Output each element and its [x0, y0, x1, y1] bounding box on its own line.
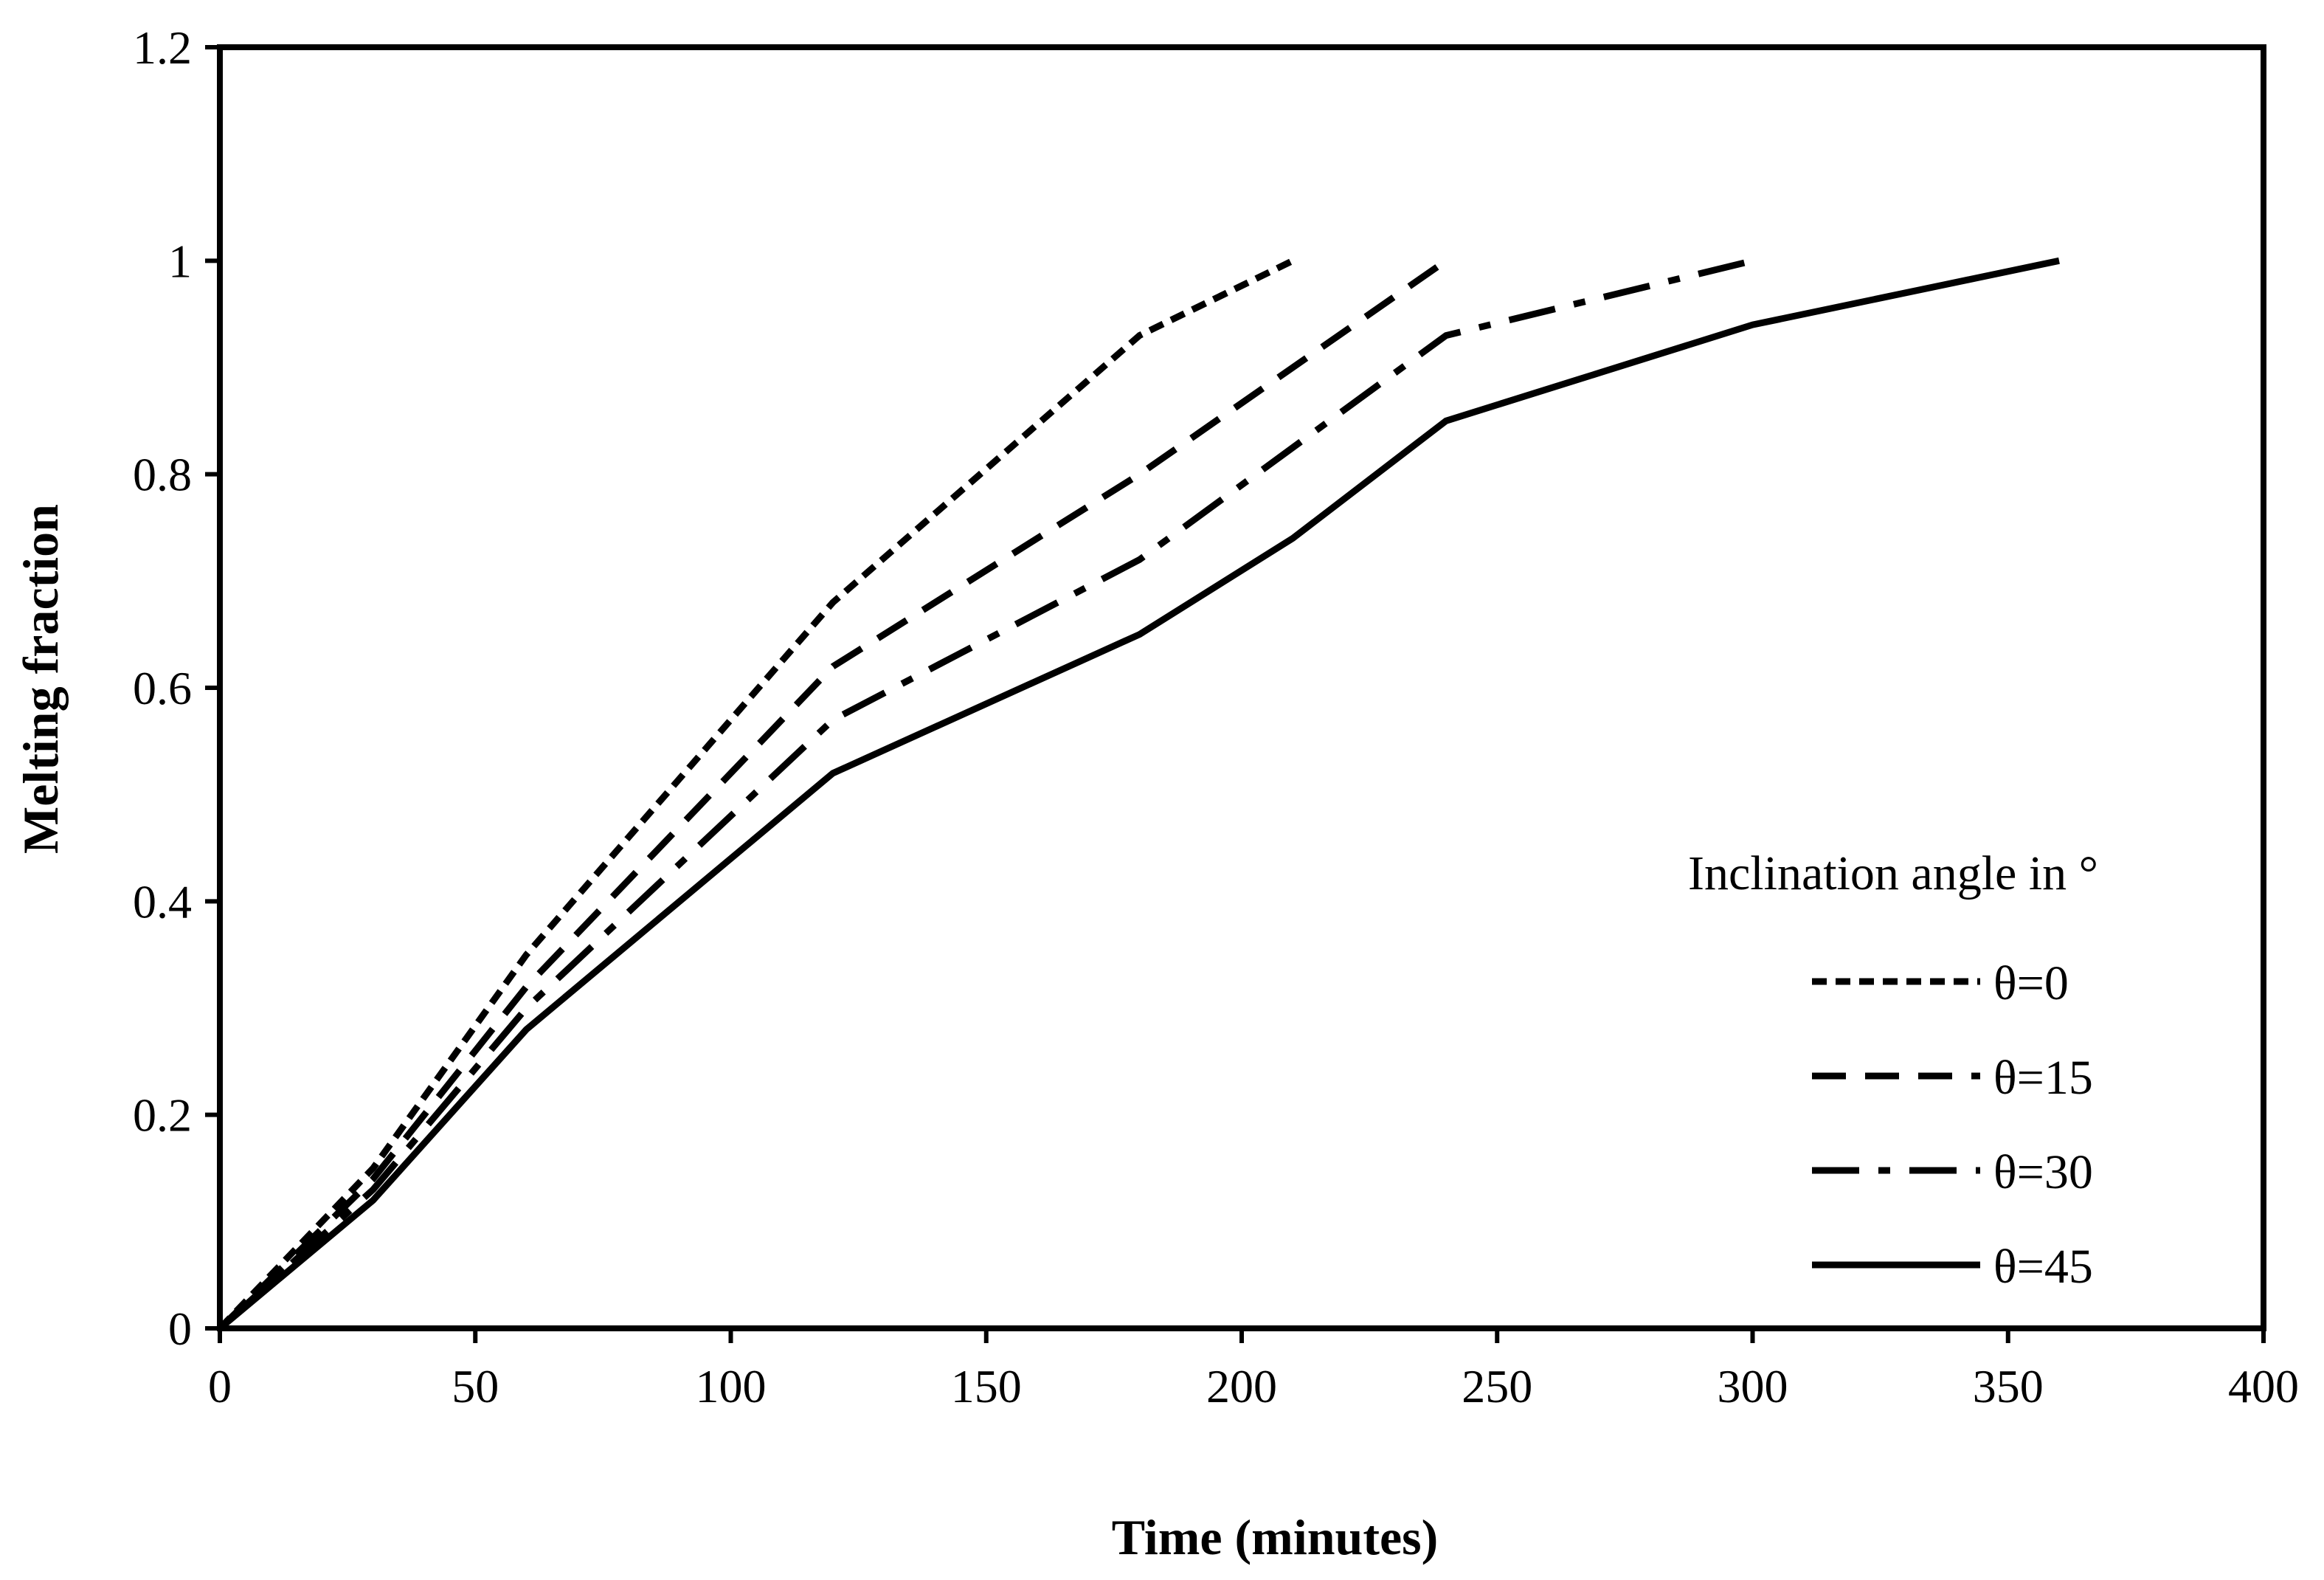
x-axis-title: Time (minutes)	[1112, 1509, 1439, 1565]
series-lines	[217, 257, 2060, 1331]
x-tick-labels: 0 50 100 150 200 250 300 350 400	[208, 1360, 2299, 1412]
legend: Inclination angle in ° θ=0 θ=15 θ=30 θ=45	[1688, 846, 2098, 1294]
series-line-1	[217, 258, 1448, 1331]
x-tick-label: 100	[696, 1360, 767, 1412]
legend-title: Inclination angle in °	[1688, 846, 2098, 900]
x-tick-label: 250	[1462, 1360, 1532, 1412]
legend-label-2: θ=30	[1993, 1145, 2093, 1199]
x-tick-label: 50	[452, 1360, 499, 1412]
legend-label-0: θ=0	[1993, 956, 2069, 1010]
y-tick-label: 0.2	[133, 1089, 192, 1142]
x-tick-label: 200	[1206, 1360, 1277, 1412]
y-tick-label: 0	[168, 1303, 192, 1355]
series-line-3	[218, 257, 2060, 1331]
x-tick-label: 400	[2228, 1360, 2299, 1412]
y-tick-label: 0.4	[133, 875, 192, 928]
y-tick-labels: 0 0.2 0.4 0.6 0.8 1 1.2	[133, 21, 192, 1355]
axis-ticks	[205, 45, 2266, 1343]
x-tick-label: 300	[1718, 1360, 1788, 1412]
y-tick-label: 1.2	[133, 21, 192, 74]
series-line-2	[217, 257, 1754, 1331]
legend-label-3: θ=45	[1993, 1240, 2093, 1294]
x-tick-label: 0	[208, 1360, 232, 1412]
legend-label-1: θ=15	[1993, 1051, 2093, 1105]
y-tick-label: 0.6	[133, 662, 192, 714]
x-tick-label: 150	[951, 1360, 1022, 1412]
series-line-0	[217, 258, 1295, 1331]
legend-entries: θ=0 θ=15 θ=30 θ=45	[1812, 956, 2093, 1294]
x-tick-label: 350	[1973, 1360, 2044, 1412]
y-axis-title: Melting fraction	[13, 504, 69, 854]
y-tick-label: 0.8	[133, 449, 192, 501]
y-tick-label: 1	[168, 235, 192, 287]
